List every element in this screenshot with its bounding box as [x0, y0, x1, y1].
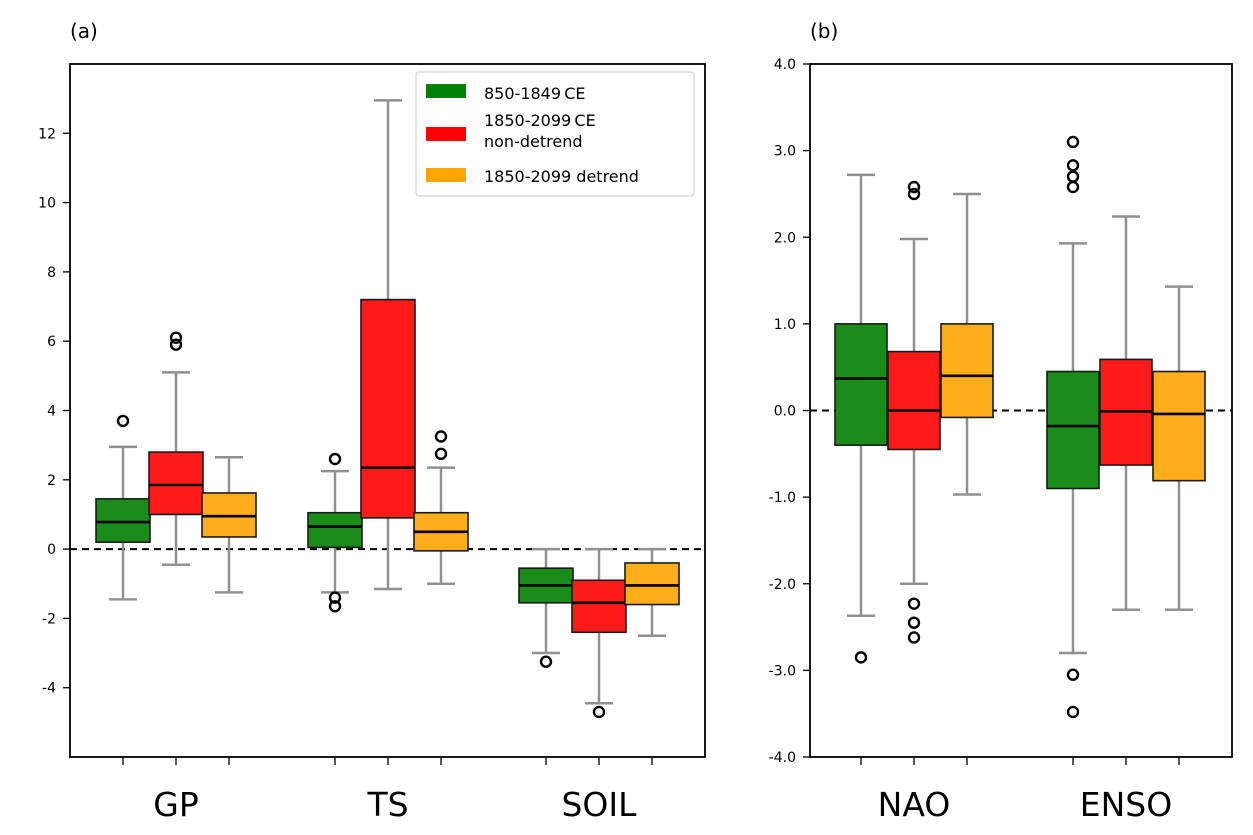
- panel-a-box-ts-1850-2099-detrend-flier: [434, 447, 448, 461]
- legend-entry-2-swatch: [426, 127, 466, 141]
- panel-a-category-label-soil: SOIL: [561, 785, 637, 824]
- panel-a-box-gp-1850-2099-ce-non-detrend-flier: [169, 338, 183, 351]
- panel-b-box-enso-850-1849-ce-flier: [1066, 668, 1080, 681]
- panel-b-box-nao-1850-2099-ce-non-detrend-flier: [907, 187, 921, 201]
- panel-a-box-ts-1850-2099-ce-non-detrend-body: [360, 298, 416, 519]
- panel-a-ytick-label: 6: [47, 334, 56, 350]
- panel-a-box-ts-1850-2099-ce-non-detrend: [360, 99, 416, 591]
- panel-b-box-enso-850-1849-ce-flier: [1066, 180, 1080, 194]
- panel-b-ytick-label: -4.0: [769, 750, 796, 766]
- panel-b-ytick-label: -3.0: [769, 663, 796, 679]
- panel-b-title: (b): [810, 19, 838, 43]
- panel-a-box-gp-850-1849-ce-body: [95, 498, 151, 543]
- panel-a-box-soil-1850-2099-detrend: [624, 547, 680, 637]
- panel-a-plot: -4 -2 0 2 4 6 8 10 12 GP TS SOIL: [38, 63, 706, 824]
- panel-b-box-nao-850-1849-ce: [834, 173, 888, 664]
- panel-a-box-ts-850-1849-ce-body: [307, 511, 363, 549]
- panel-a-ytick-label: 8: [47, 265, 56, 281]
- legend-entry-1-swatch: [426, 84, 466, 98]
- panel-a-box-ts-850-1849-ce-flier: [328, 591, 342, 604]
- panel-b-category-label-nao: NAO: [878, 785, 951, 824]
- panel-a-box-soil-1850-2099-detrend-body: [624, 562, 680, 606]
- panel-a-box-ts-850-1849-ce-flier: [328, 600, 342, 613]
- panel-a-box-ts-850-1849-ce: [307, 452, 363, 613]
- panel-b-box-nao-1850-2099-ce-non-detrend: [887, 180, 941, 644]
- panel-b-box-nao-1850-2099-ce-non-detrend-flier: [907, 631, 921, 644]
- panel-a-category-label-ts: TS: [366, 785, 408, 824]
- panel-b-plot: -4.0 -3.0 -2.0 -1.0 0.0 1.0 2.0 3.0 4.0 NAO ENSO: [769, 57, 1233, 824]
- panel-a-box-ts-850-1849-ce-flier: [328, 452, 342, 466]
- legend-entry-3-label: 1850-2099 detrend: [484, 167, 639, 186]
- panel-a-ytick-label: 12: [38, 126, 56, 142]
- panel-a-box-ts-1850-2099-detrend: [413, 430, 469, 585]
- panel-b-box-nao-1850-2099-detrend-body: [940, 323, 994, 419]
- panel-a-box-gp-1850-2099-ce-non-detrend-body: [148, 451, 204, 516]
- legend-entry-2-label-line-1: 1850-2099 CE: [484, 111, 596, 130]
- panel-b-ytick-label: -2.0: [769, 577, 796, 593]
- panel-b-box-enso-1850-2099-detrend-body: [1152, 370, 1206, 482]
- panel-b-ytick-label: 0.0: [774, 404, 796, 420]
- panel-b-box-enso-850-1849-ce-flier: [1066, 170, 1080, 183]
- panel-b-box-enso-1850-2099-ce-non-detrend: [1099, 215, 1153, 611]
- panel-a-box-soil-1850-2099-ce-non-detrend: [571, 547, 627, 719]
- panel-a-category-label-gp: GP: [153, 785, 198, 824]
- panel-a-ytick-label: -4: [42, 681, 56, 697]
- panel-b-box-nao-1850-2099-ce-non-detrend-body: [887, 350, 941, 451]
- panel-a-ytick-label: 2: [47, 473, 56, 489]
- panel-a-box-ts-1850-2099-detrend-flier: [434, 430, 448, 443]
- panel-b: (b) -4.0 -3.0 -2.0 -1.0 0.0 1.0 2.0 3.0 4.0 NAO EN…: [769, 19, 1233, 824]
- panel-a-axes-frame: [69, 63, 706, 758]
- panel-b-box-nao-1850-2099-ce-non-detrend-flier: [907, 616, 921, 629]
- panel-a-ytick-label: 10: [38, 196, 56, 212]
- panel-b-ytick-label: 3.0: [774, 144, 796, 160]
- panel-b-box-nao-1850-2099-ce-non-detrend-flier: [907, 597, 921, 610]
- panel-b-box-enso-850-1849-ce-flier: [1066, 159, 1080, 172]
- panel-a: (a) -4 -2 0 2 4 6 8 10 12 GP TS SOIL 850-1849 CE 185…: [38, 19, 706, 824]
- legend-entry-2: 1850-2099 CE non-detrend: [426, 111, 596, 151]
- legend-entry-3-swatch: [426, 168, 466, 182]
- panel-a-box-soil-850-1849-ce: [518, 547, 574, 668]
- panel-a-box-gp-1850-2099-ce-non-detrend: [148, 331, 204, 566]
- panel-b-box-enso-850-1849-ce-body: [1046, 370, 1100, 490]
- panel-a-ytick-label: -2: [42, 611, 56, 627]
- panel-a-box-soil-1850-2099-ce-non-detrend-flier: [592, 705, 606, 719]
- panel-a-box-gp-1850-2099-ce-non-detrend-flier: [169, 331, 183, 344]
- panel-b-box-nao-850-1849-ce-body: [834, 323, 888, 446]
- panel-a-box-gp-850-1849-ce: [95, 414, 151, 601]
- panel-b-box-nao-1850-2099-detrend: [940, 192, 994, 496]
- panel-a-box-gp-850-1849-ce-flier: [116, 414, 130, 428]
- panel-b-box-enso-850-1849-ce-flier: [1066, 135, 1080, 149]
- panel-a-box-soil-1850-2099-ce-non-detrend-body: [571, 579, 627, 634]
- panel-b-box-nao-850-1849-ce-flier: [854, 651, 868, 664]
- legend-entry-2-label-line-2: non-detrend: [484, 132, 582, 151]
- panel-a-box-gp-1850-2099-detrend: [201, 456, 257, 594]
- panel-b-box-enso-850-1849-ce-flier: [1066, 705, 1080, 719]
- panel-b-ytick-label: 4.0: [774, 57, 796, 73]
- panel-b-ytick-label: 2.0: [774, 230, 796, 246]
- panel-b-box-enso-850-1849-ce: [1046, 135, 1100, 719]
- panel-a-box-soil-850-1849-ce-flier: [539, 655, 553, 668]
- panel-b-ytick-label: -1.0: [769, 490, 796, 506]
- panel-b-axes-frame: [809, 63, 1233, 758]
- panel-b-category-label-enso: ENSO: [1080, 785, 1172, 824]
- panel-a-ytick-label: 0: [47, 542, 56, 558]
- legend-entry-1-label: 850-1849 CE: [484, 84, 586, 103]
- panel-b-ytick-label: 1.0: [774, 317, 796, 333]
- panel-b-box-enso-1850-2099-detrend: [1152, 285, 1206, 611]
- panel-a-title: (a): [70, 19, 98, 43]
- legend-frame: [415, 71, 695, 197]
- panel-b-box-nao-1850-2099-ce-non-detrend-flier: [907, 180, 921, 194]
- panel-a-ytick-label: 4: [47, 404, 56, 420]
- legend-entry-1: 850-1849 CE: [426, 84, 586, 103]
- legend-entry-3: 1850-2099 detrend: [426, 167, 639, 186]
